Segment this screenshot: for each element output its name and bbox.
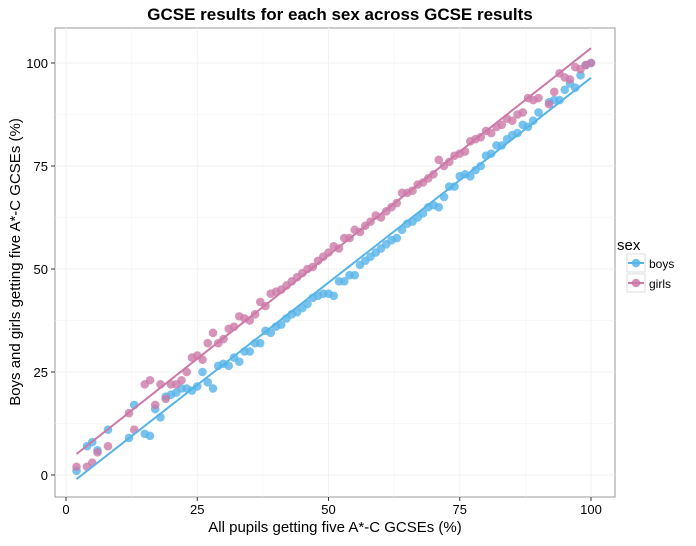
data-point-boys [255,338,265,348]
data-point-boys [234,357,244,367]
data-point-girls [429,169,438,179]
data-point-girls [507,116,517,125]
data-point-boys [276,320,286,329]
data-point-girls [145,375,155,385]
data-point-girls [544,99,554,109]
x-tick-label: 75 [453,502,467,517]
data-point-girls [476,132,486,142]
y-tick-label: 75 [34,159,48,174]
legend-label-boys: boys [649,257,674,271]
y-tick-label: 100 [26,56,48,71]
data-point-boys [224,361,234,371]
plot-panel [54,27,616,498]
x-tick-label: 25 [190,502,204,517]
y-axis-label: Boys and girls getting five A*-C GCSEs (… [7,118,24,406]
data-point-girls [93,448,102,457]
data-point-girls [444,157,454,167]
data-point-girls [434,155,444,165]
data-point-girls [203,338,213,348]
data-point-boys [245,347,255,356]
data-point-girls [408,186,417,196]
data-point-girls [534,93,543,103]
data-point-girls [518,108,528,117]
data-point-girls [497,120,507,130]
grid [55,28,615,497]
x-tick-label: 100 [580,502,602,517]
data-point-boys [486,149,496,158]
x-tick-label: 0 [62,502,69,517]
data-point-boys [513,128,522,138]
data-point-boys [434,202,444,212]
data-point-boys [534,108,543,117]
data-point-boys [450,182,459,191]
data-point-boys [570,83,580,93]
legend-title: sex [617,237,641,254]
data-point-girls [177,375,186,385]
fit-line-girls [75,47,592,455]
data-point-girls [486,128,496,138]
data-point-boys [497,141,507,150]
data-point-girls [549,87,559,97]
data-point-girls [208,328,218,338]
data-point-boys [528,116,538,125]
x-tick-label: 50 [321,502,335,517]
data-point-girls [161,394,171,404]
data-point-boys [350,270,360,280]
legend-key-point-girls [631,278,641,288]
axes: 0 25 50 75 100 0 25 50 75 100 [26,56,602,517]
legend-label-girls: girls [649,277,671,291]
data-point-boys [560,85,570,95]
data-point-girls [565,75,575,84]
data-point-girls [103,441,113,451]
data-point-girls [72,462,81,472]
data-point-boys [208,384,218,393]
data-point-girls [150,400,160,410]
data-point-boys [392,233,402,243]
legend: sex boys girls [617,237,674,293]
data-point-boys [576,71,585,80]
fit-line-boys [75,77,592,480]
data-point-boys [203,378,213,387]
data-point-boys [145,431,155,441]
data-marks [72,47,596,480]
data-point-boys [555,95,564,105]
data-point-boys [329,291,339,301]
data-point-boys [339,277,349,286]
data-point-girls [586,58,596,68]
y-tick-label: 25 [34,365,48,380]
chart-title: GCSE results for each sex across GCSE re… [147,5,533,24]
y-tick-label: 50 [34,262,48,277]
data-point-boys [266,328,276,338]
legend-key-point-boys [631,258,641,268]
data-point-boys [476,161,486,171]
y-tick-label: 0 [41,468,48,483]
data-point-boys [198,367,207,377]
x-axis-label: All pupils getting five A*-C GCSEs (%) [208,519,461,536]
